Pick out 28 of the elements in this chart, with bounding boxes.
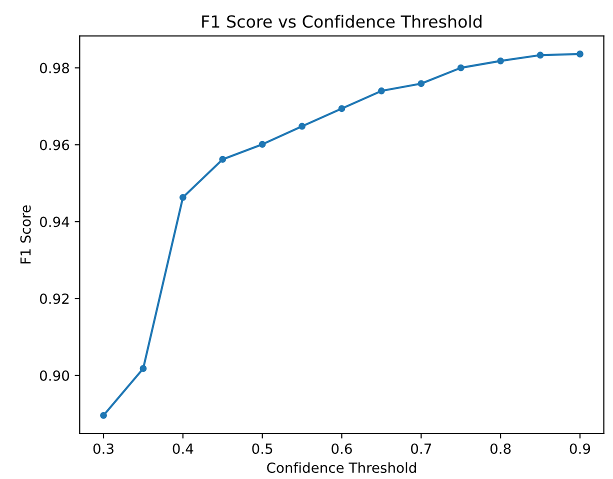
x-tick-label: 0.4: [172, 443, 194, 454]
y-tick-label: 0.96: [40, 140, 70, 150]
x-tick-label: 0.7: [411, 443, 432, 454]
x-axis-title: Confidence Threshold: [267, 462, 416, 473]
point: [457, 64, 464, 72]
point: [576, 50, 584, 58]
chart-title: F1 Score vs Confidence Threshold: [202, 14, 482, 28]
y-tick-label: 0.98: [40, 62, 70, 74]
y-tick-label: 0.90: [40, 370, 70, 381]
point: [418, 80, 425, 88]
point: [100, 412, 107, 419]
point: [140, 365, 147, 372]
point: [338, 105, 346, 112]
point: [179, 194, 186, 201]
x-tick-label: 0.8: [490, 443, 511, 454]
y-tick-label: 0.92: [40, 294, 69, 304]
y-tick-label: 0.94: [40, 216, 70, 228]
x-tick-label: 0.5: [252, 443, 272, 454]
point: [378, 87, 385, 94]
x-tick-label: 0.6: [332, 443, 352, 454]
point: [219, 156, 226, 163]
point: [298, 122, 306, 130]
point: [258, 140, 266, 148]
x-tick-label: 0.9: [570, 443, 590, 454]
point: [536, 52, 544, 59]
x-tick-label: 0.3: [93, 443, 114, 454]
y-axis-title: F1 Score: [20, 205, 31, 264]
point: [497, 57, 504, 64]
